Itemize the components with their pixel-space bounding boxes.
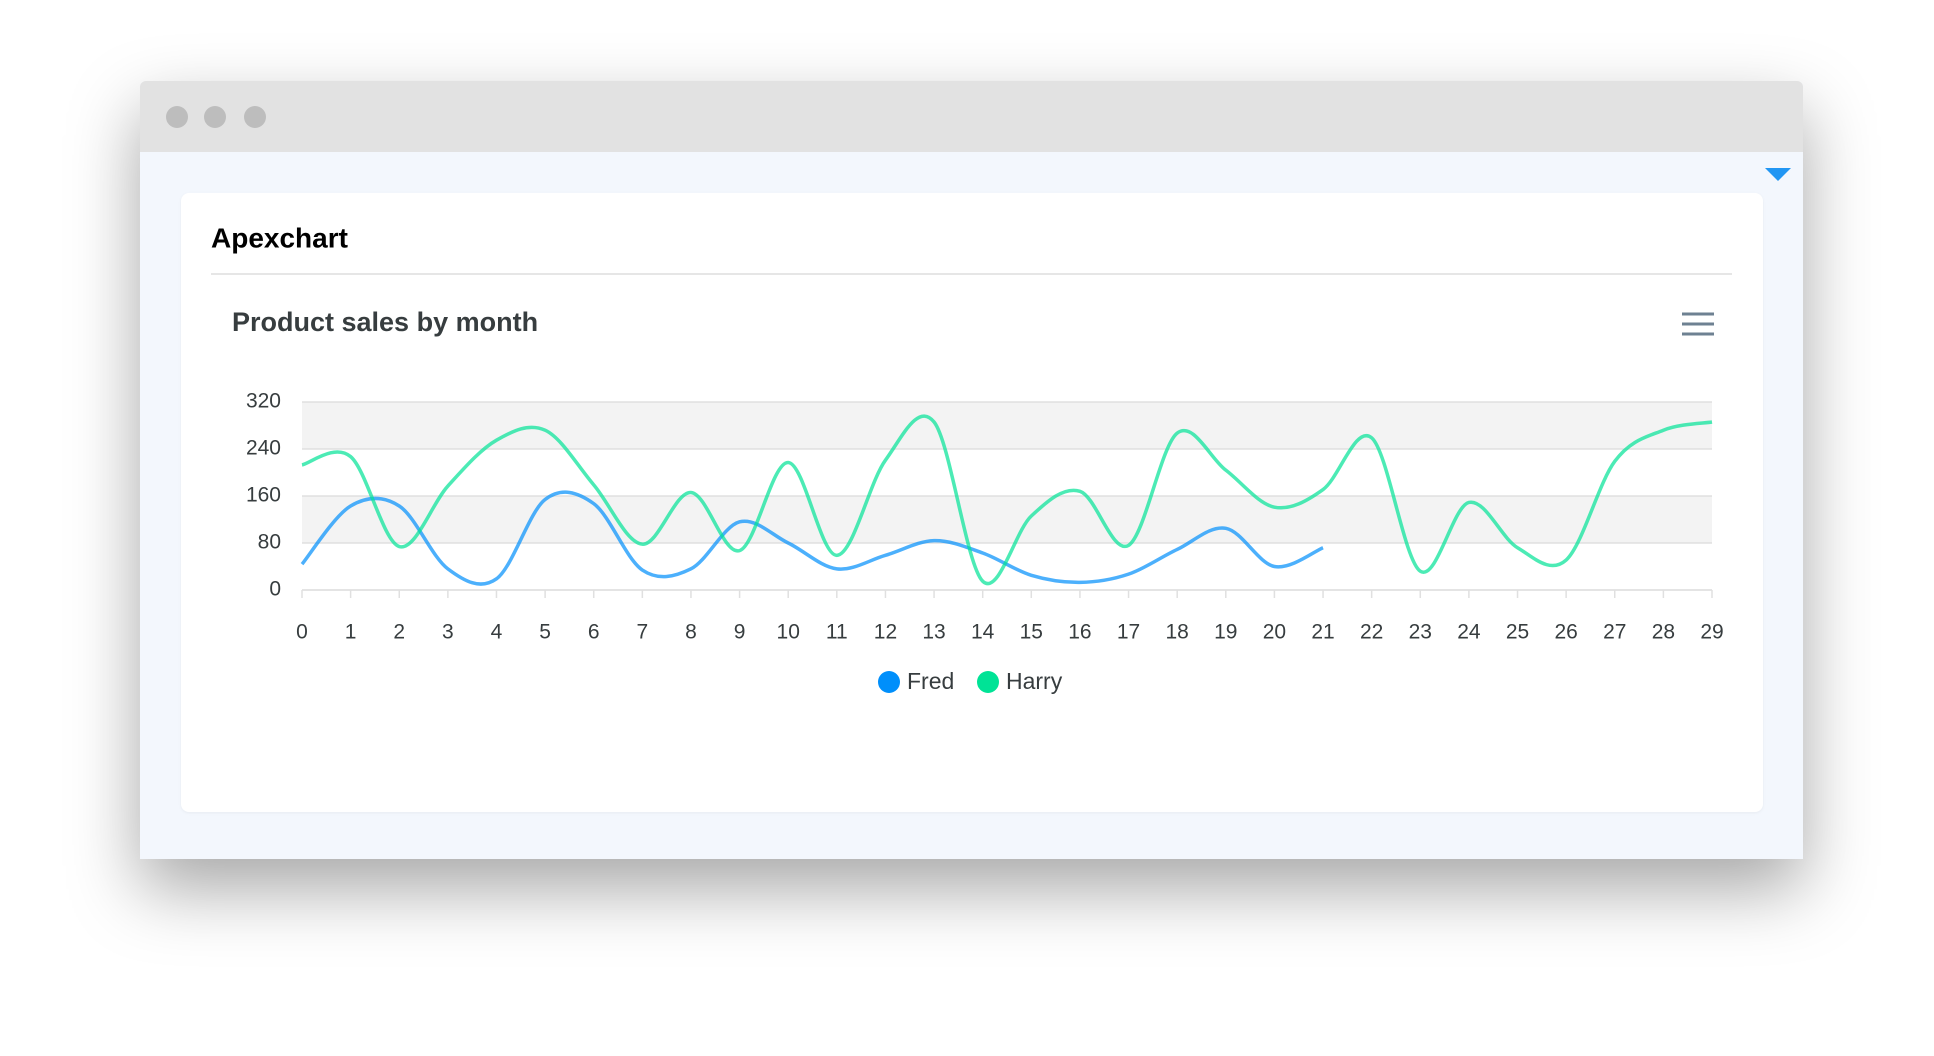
x-tick-label: 6 <box>588 621 600 644</box>
window-dot[interactable] <box>166 106 188 128</box>
line <box>301 414 1713 586</box>
x-tick-label: 24 <box>1457 621 1481 644</box>
y-tick-label: 160 <box>246 484 281 507</box>
x-tick-label: 25 <box>1506 621 1529 644</box>
menu-icon[interactable] <box>1682 312 1714 336</box>
y-tick-label: 240 <box>246 437 281 460</box>
x-tick-label: 22 <box>1360 621 1383 644</box>
x-tick-label: 7 <box>637 621 649 644</box>
x-tick-label: 28 <box>1652 621 1675 644</box>
x-tick-label: 11 <box>826 621 848 644</box>
x-tick-label: 18 <box>1165 621 1188 644</box>
window-dot[interactable] <box>204 106 226 128</box>
x-tick-label: 8 <box>685 621 697 644</box>
x-tick-label: 3 <box>442 621 454 644</box>
x-tick-label: 15 <box>1020 621 1043 644</box>
card-title: Apexchart <box>211 222 348 253</box>
y-tick-label: 320 <box>246 390 281 413</box>
x-tick-label: 10 <box>777 621 800 644</box>
x-tick-label: 21 <box>1311 621 1334 644</box>
title-bar <box>140 81 1803 152</box>
x-tick-label: 12 <box>874 621 897 644</box>
grid-band <box>302 543 1712 590</box>
x-tick-label: 23 <box>1409 621 1432 644</box>
legend-label[interactable]: Fred <box>907 668 954 694</box>
x-tick-label: 14 <box>971 621 995 644</box>
grid-band <box>302 496 1712 543</box>
x-tick-label: 20 <box>1263 621 1286 644</box>
chart-title: Product sales by month <box>232 307 538 337</box>
x-tick-label: 29 <box>1700 621 1723 644</box>
window-dot[interactable] <box>244 106 266 128</box>
x-tick-label: 17 <box>1117 621 1140 644</box>
x-tick-label: 27 <box>1603 621 1626 644</box>
legend-marker[interactable] <box>977 671 999 693</box>
grid-band <box>302 402 1712 449</box>
legend-marker[interactable] <box>878 671 900 693</box>
x-tick-label: 9 <box>734 621 746 644</box>
legend-label[interactable]: Harry <box>1006 668 1063 694</box>
x-tick-label: 13 <box>922 621 945 644</box>
x-tick-label: 2 <box>393 621 405 644</box>
x-tick-label: 0 <box>296 621 308 644</box>
y-tick-label: 80 <box>258 531 281 554</box>
y-tick-label: 0 <box>269 578 281 601</box>
x-tick-label: 19 <box>1214 621 1237 644</box>
x-tick-label: 5 <box>539 621 551 644</box>
grid-band <box>302 449 1712 496</box>
x-tick-label: 4 <box>491 621 503 644</box>
dropdown-toggle[interactable] <box>1765 168 1791 181</box>
x-tick-label: 16 <box>1068 621 1091 644</box>
x-tick-label: 1 <box>345 621 357 644</box>
line <box>300 490 1324 586</box>
x-tick-label: 26 <box>1554 621 1577 644</box>
